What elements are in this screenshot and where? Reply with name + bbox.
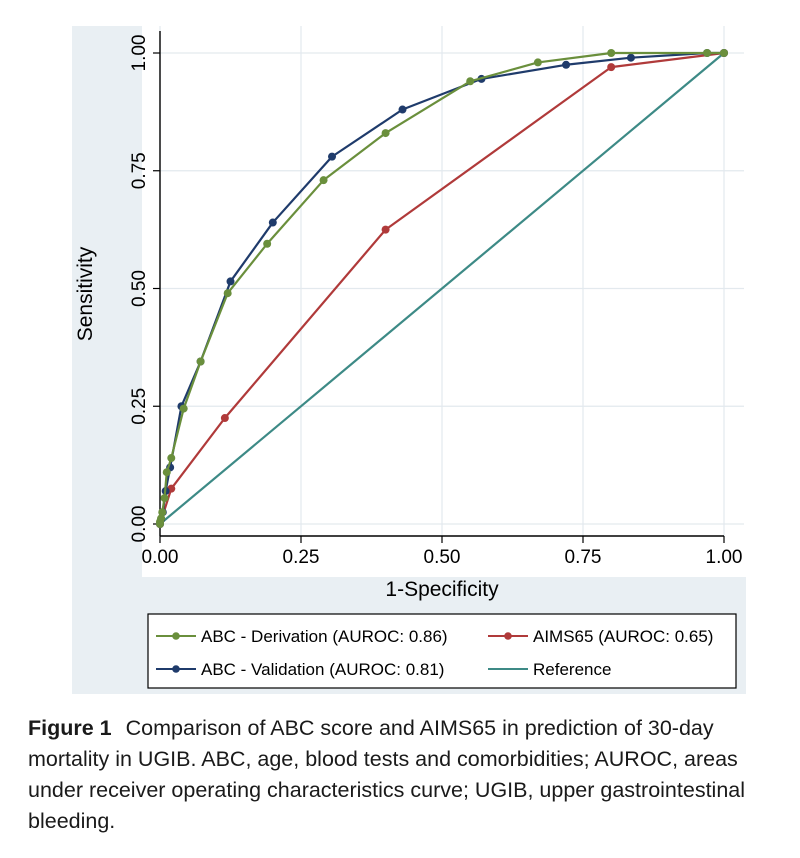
series-line-reference-3 — [159, 52, 725, 525]
data-point-abc-0-2 — [157, 514, 166, 523]
data-point-abc-0-14 — [533, 58, 542, 67]
data-point-abc-0-8 — [196, 357, 205, 366]
figure-caption: Figure 1 Comparison of ABC score and AIMS… — [28, 713, 788, 837]
y-tick-label-2: 0.50 — [129, 270, 150, 307]
data-point-abc-0-6 — [167, 454, 176, 463]
data-point-aims65-2-2 — [220, 414, 229, 423]
data-point-abc-1-13 — [626, 53, 635, 62]
data-point-abc-0-5 — [162, 468, 171, 477]
data-point-abc-1-8 — [268, 218, 277, 227]
legend-box — [147, 613, 737, 689]
data-point-abc-0-12 — [381, 129, 390, 138]
data-point-abc-1-7 — [226, 277, 235, 286]
data-point-abc-0-10 — [263, 239, 272, 248]
legend-label-derivation: ABC - Derivation (AUROC: 0.86) — [201, 627, 448, 646]
legend-item-validation: ABC - Validation (AUROC: 0.81) — [156, 660, 444, 679]
y-tick-label-0: 0.00 — [129, 506, 150, 543]
legend: ABC - Derivation (AUROC: 0.86) AIMS65 (A… — [147, 613, 737, 689]
data-point-abc-0-13 — [466, 77, 475, 86]
data-point-abc-0-15 — [607, 49, 616, 57]
data-point-abc-0-17 — [720, 49, 728, 57]
legend-label-reference: Reference — [533, 660, 611, 679]
caption-text: Comparison of ABC score and AIMS65 in pr… — [28, 716, 746, 833]
legend-item-derivation: ABC - Derivation (AUROC: 0.86) — [156, 627, 448, 646]
data-point-abc-0-16 — [703, 49, 712, 57]
y-tick-label-4: 1.00 — [129, 35, 150, 72]
data-point-abc-0-11 — [319, 176, 328, 185]
data-point-abc-1-9 — [328, 152, 337, 161]
data-point-abc-1-12 — [562, 60, 571, 69]
roc-figure: 0.00 0.00 0.25 0.25 0.50 0.50 0.75 0.75 1.00 1.00… — [72, 26, 746, 694]
x-axis-title: 1-Specificity — [385, 578, 499, 601]
legend-label-validation: ABC - Validation (AUROC: 0.81) — [201, 660, 444, 679]
data-point-aims65-2-3 — [381, 225, 390, 234]
x-tick-label-2: 0.50 — [424, 547, 461, 568]
legend-item-aims65: AIMS65 (AUROC: 0.65) — [488, 627, 713, 646]
x-tick-label-4: 1.00 — [706, 547, 743, 568]
data-point-abc-1-10 — [398, 105, 407, 114]
roc-chart: 0.00 0.00 0.25 0.25 0.50 0.50 0.75 0.75 1.00 1.00… — [74, 26, 746, 689]
x-tick-label-0: 0.00 — [142, 547, 179, 568]
series — [156, 49, 728, 528]
legend-marker-aims65 — [504, 632, 512, 640]
ticks: 0.00 0.00 0.25 0.25 0.50 0.50 0.75 0.75 1.00 1.00 — [129, 35, 742, 568]
legend-marker-derivation — [172, 632, 180, 640]
x-tick-label-1: 0.25 — [283, 547, 320, 568]
y-axis-title: Sensitivity — [74, 246, 97, 341]
legend-marker-validation — [172, 665, 180, 673]
legend-item-reference: Reference — [488, 660, 611, 679]
plot-area — [142, 26, 746, 577]
figure-label: Figure 1 — [28, 716, 112, 740]
data-point-abc-0-7 — [179, 404, 188, 413]
legend-label-aims65: AIMS65 (AUROC: 0.65) — [533, 627, 713, 646]
data-point-abc-0-4 — [160, 494, 169, 503]
y-tick-label-3: 0.75 — [129, 152, 150, 189]
x-tick-label-3: 0.75 — [565, 547, 602, 568]
data-point-abc-0-3 — [158, 508, 167, 517]
data-point-abc-0-9 — [223, 289, 232, 298]
series-line-aims65-2 — [158, 51, 725, 525]
data-point-aims65-2-4 — [607, 63, 616, 72]
y-tick-label-1: 0.25 — [129, 388, 150, 425]
